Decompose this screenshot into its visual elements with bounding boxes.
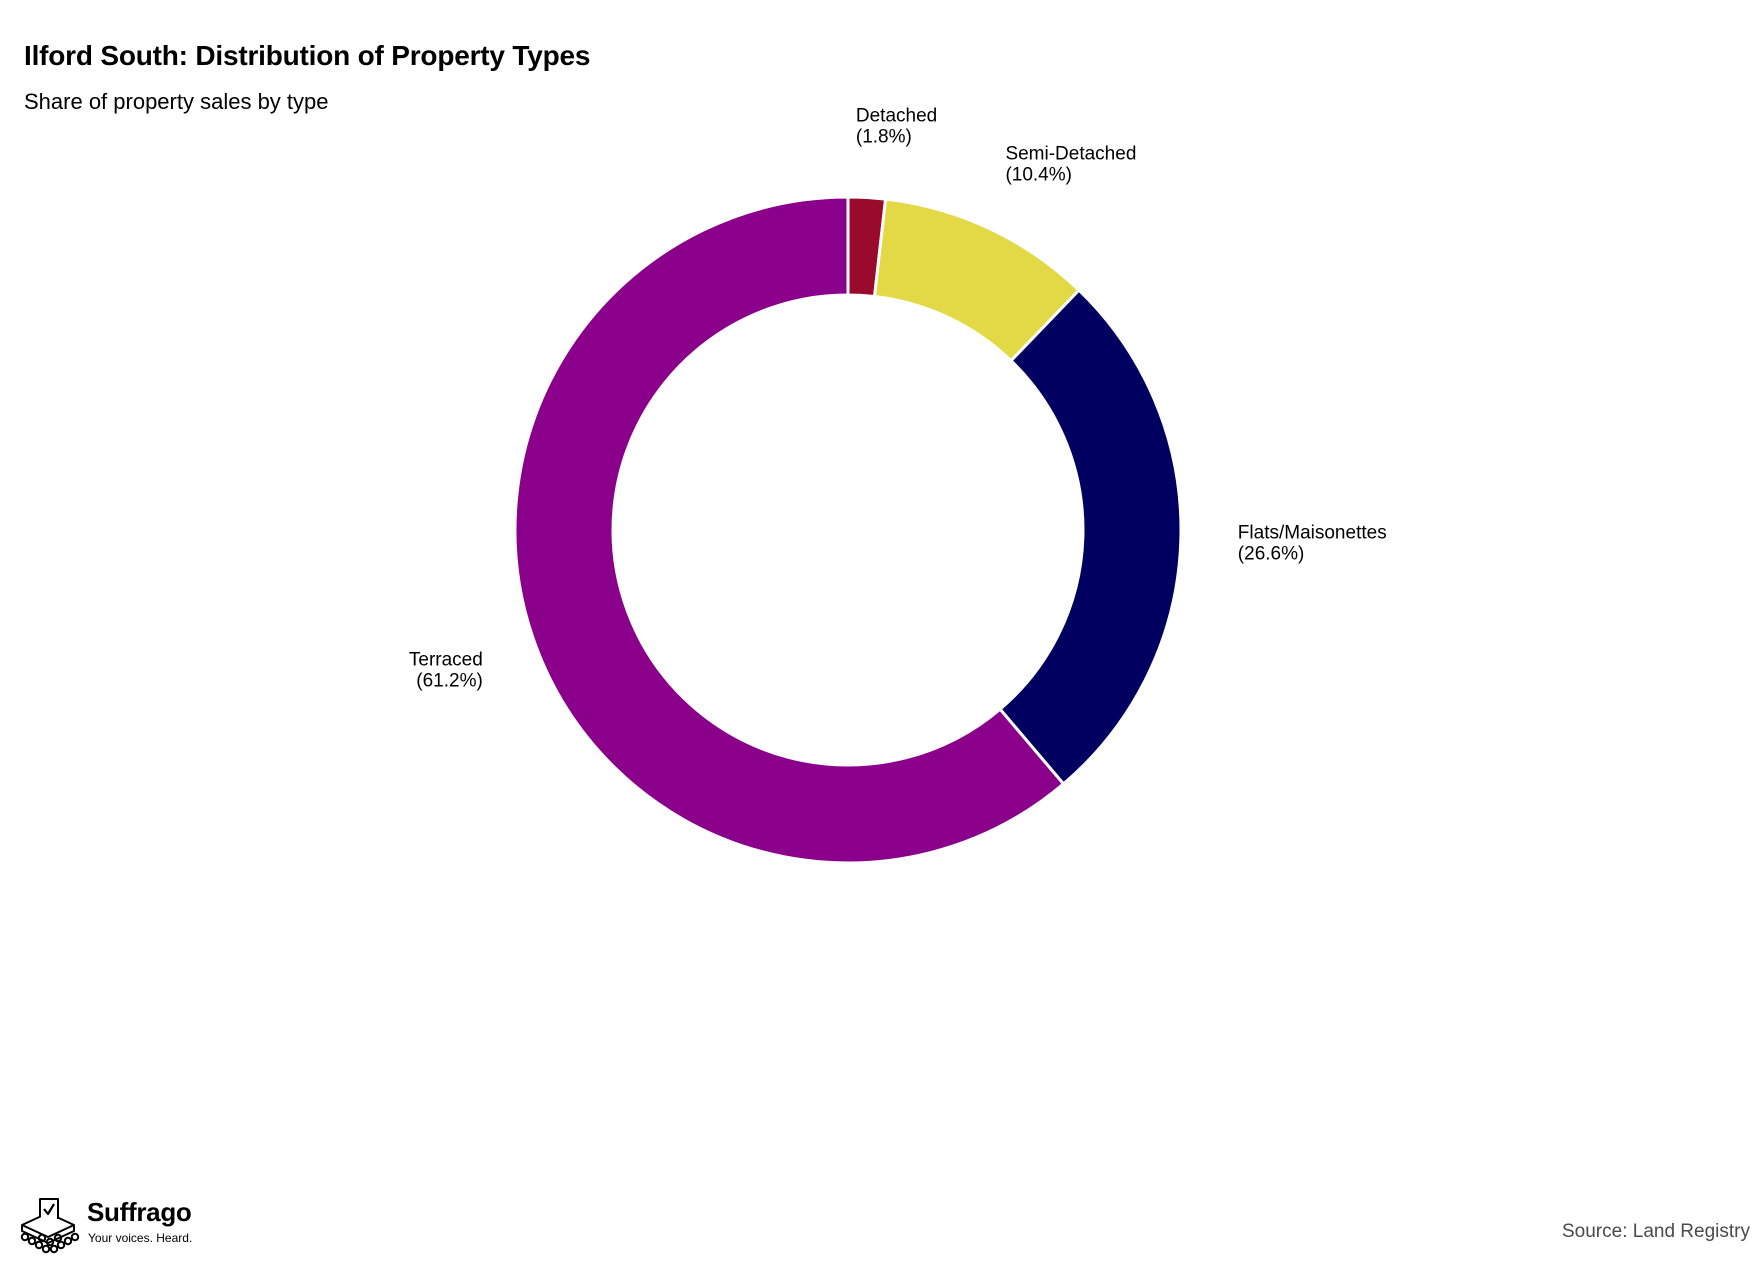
- slice-label-value: (1.8%): [856, 127, 912, 148]
- slice-label-terraced: Terraced (61.2%): [409, 650, 483, 692]
- slice-label-name: Flats/Maisonettes: [1238, 523, 1387, 544]
- slice-label-flats-maisonettes: Flats/Maisonettes (26.6%): [1238, 523, 1387, 565]
- slice-label-value: (61.2%): [416, 671, 483, 692]
- slice-label-name: Semi-Detached: [1005, 144, 1136, 165]
- source-note: Source: Land Registry: [1562, 1221, 1750, 1242]
- slice-label-detached: Detached (1.8%): [856, 106, 937, 148]
- slice-label-semi-detached: Semi-Detached (10.4%): [1005, 144, 1136, 186]
- brand-tagline: Your voices. Heard.: [88, 1231, 193, 1245]
- slice-label-name: Terraced: [409, 650, 483, 671]
- slice-label-value: (26.6%): [1238, 544, 1305, 565]
- brand-name: Suffrago: [87, 1197, 192, 1227]
- slice-labels: Detached (1.8%) Semi-Detached (10.4%) Flats/…: [409, 106, 1387, 692]
- slice-terraced: [513, 195, 1066, 865]
- chart-subtitle: Share of property sales by type: [24, 89, 329, 114]
- chart-title: Ilford South: Distribution of Property T…: [24, 40, 591, 71]
- donut-slices: [513, 195, 1183, 865]
- suffrago-logo: Suffrago Your voices. Heard.: [16, 1195, 216, 1255]
- slice-label-name: Detached: [856, 106, 937, 127]
- ballot-box-icon: [20, 1198, 80, 1254]
- slice-flats-maisonettes: [997, 288, 1183, 787]
- slice-label-value: (10.4%): [1005, 165, 1072, 186]
